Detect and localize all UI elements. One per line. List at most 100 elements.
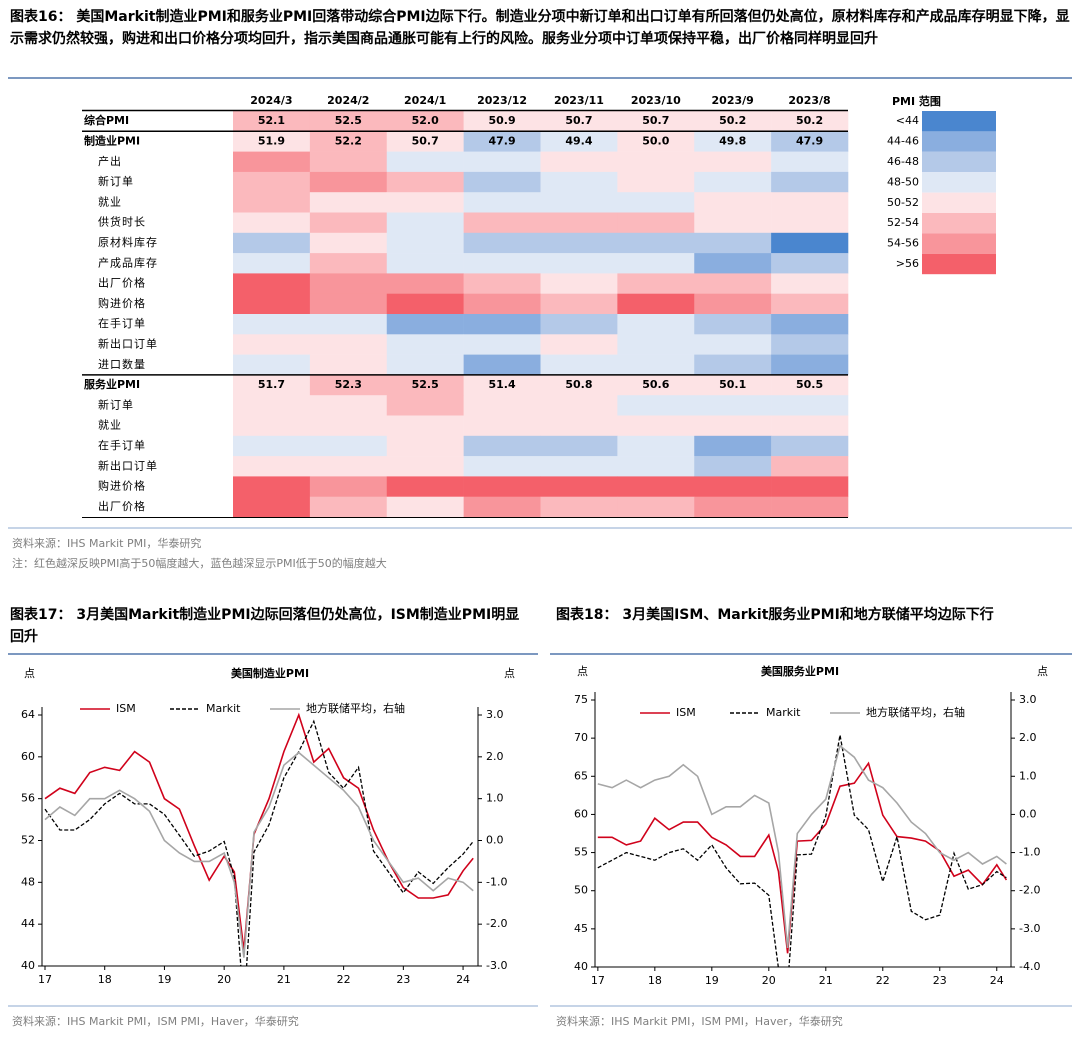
heat-cell <box>386 395 464 416</box>
heat-cell <box>694 293 772 315</box>
heat-cell <box>386 293 464 315</box>
y-axis-label: 点 <box>24 667 35 680</box>
legend-label: 54-56 <box>887 237 919 250</box>
heat-cell <box>386 232 464 254</box>
y2-tick-label: 2.0 <box>1019 731 1037 744</box>
legend-swatch <box>922 111 996 132</box>
heat-cell <box>617 435 695 457</box>
heat-cell <box>233 151 311 173</box>
heat-cell <box>771 273 849 294</box>
row-label: 新出口订单 <box>98 336 158 350</box>
heat-cell <box>694 131 772 152</box>
heat-cell <box>617 273 695 294</box>
heat-cell <box>386 253 464 274</box>
legend-swatch <box>922 172 996 193</box>
heat-cell <box>771 476 849 497</box>
cell-value: 50.2 <box>719 114 746 127</box>
heat-cell <box>386 151 464 173</box>
heat-cell <box>617 476 695 497</box>
x-tick-label: 23 <box>396 973 410 986</box>
heat-cell <box>771 456 849 477</box>
row-label: 制造业PMI <box>84 133 140 147</box>
heat-cell <box>771 151 849 173</box>
heat-cell <box>309 354 388 376</box>
column-header: 2023/8 <box>788 94 830 107</box>
x-tick-label: 18 <box>98 973 112 986</box>
heat-cell <box>309 476 388 497</box>
heat-cell <box>540 354 618 376</box>
heat-cell <box>617 131 695 152</box>
y-axis-label: 点 <box>577 665 588 678</box>
footnote: 注：红色越深反映PMI高于50幅度越大，蓝色越深显示PMI低于50的幅度越大 <box>12 556 387 570</box>
row-label: 新出口订单 <box>98 458 158 472</box>
legend-swatch <box>922 192 996 213</box>
cell-value: 50.9 <box>488 114 515 127</box>
heat-cell <box>463 354 541 376</box>
heat-cell <box>309 253 388 274</box>
figure-caption: 图表17： 3月美国Markit制造业PMI边际回落但仍处高位，ISM制造业PM… <box>10 607 520 645</box>
series-line <box>597 734 1007 967</box>
heat-cell <box>233 334 311 355</box>
row-label: 产出 <box>98 154 122 168</box>
y-tick-label: 60 <box>21 750 35 763</box>
heat-cell <box>771 232 849 254</box>
heat-cell <box>771 171 849 193</box>
y-tick-label: 75 <box>574 693 588 706</box>
heat-cell <box>309 171 388 193</box>
cell-value: 52.5 <box>412 378 439 391</box>
y2-tick-label: -3.0 <box>486 959 507 972</box>
heat-cell <box>694 232 772 254</box>
heat-cell <box>694 192 772 213</box>
heat-cell <box>771 131 849 152</box>
heat-cell <box>309 293 388 315</box>
column-header: 2023/9 <box>712 94 754 107</box>
figure-caption: 图表16： 美国Markit制造业PMI和服务业PMI回落带动综合PMI边际下行… <box>10 9 1070 47</box>
heat-cell <box>233 374 311 396</box>
heat-cell <box>463 435 541 457</box>
cell-value: 50.1 <box>719 378 746 391</box>
legend-swatch <box>922 253 996 275</box>
heat-cell <box>771 314 849 335</box>
heat-cell <box>540 476 618 497</box>
heat-cell <box>540 314 618 335</box>
y-tick-label: 45 <box>574 922 588 935</box>
cell-value: 50.8 <box>565 378 592 391</box>
heat-cell <box>386 435 464 457</box>
y2-tick-label: -4.0 <box>1019 960 1040 973</box>
cell-value: 50.7 <box>565 114 592 127</box>
heat-cell <box>617 151 695 173</box>
row-label: 出厂价格 <box>98 276 146 290</box>
x-tick-label: 19 <box>705 974 719 987</box>
heat-cell <box>540 456 618 477</box>
cell-value: 52.5 <box>335 114 362 127</box>
heat-cell <box>233 111 311 132</box>
heat-cell <box>233 232 311 254</box>
y-tick-label: 52 <box>21 834 35 847</box>
heat-cell <box>694 171 772 193</box>
x-tick-label: 17 <box>38 973 52 986</box>
source-note: 资料来源：IHS Markit PMI，ISM PMI，Haver，华泰研究 <box>12 1014 299 1028</box>
row-label: 进口数量 <box>98 358 146 371</box>
y-tick-label: 60 <box>574 807 588 820</box>
legend-label: 46-48 <box>887 155 919 168</box>
heat-cell <box>386 476 464 497</box>
row-label: 就业 <box>98 194 122 208</box>
legend-label: 地方联储平均，右轴 <box>306 701 405 715</box>
y-tick-label: 56 <box>21 792 35 805</box>
heat-cell <box>540 131 618 152</box>
heat-cell <box>771 395 849 416</box>
legend-label: Markit <box>206 702 241 715</box>
x-tick-label: 22 <box>876 974 890 987</box>
heat-cell <box>463 253 541 274</box>
y2-tick-label: 2.0 <box>486 750 504 763</box>
heat-cell <box>386 171 464 193</box>
y2-tick-label: 3.0 <box>486 708 504 721</box>
heat-cell <box>309 435 388 457</box>
column-header: 2023/11 <box>554 94 604 107</box>
heat-cell <box>617 314 695 335</box>
heat-cell <box>617 374 695 396</box>
x-tick-label: 18 <box>648 974 662 987</box>
heat-cell <box>617 171 695 193</box>
heat-cell <box>617 293 695 315</box>
heat-cell <box>386 334 464 355</box>
